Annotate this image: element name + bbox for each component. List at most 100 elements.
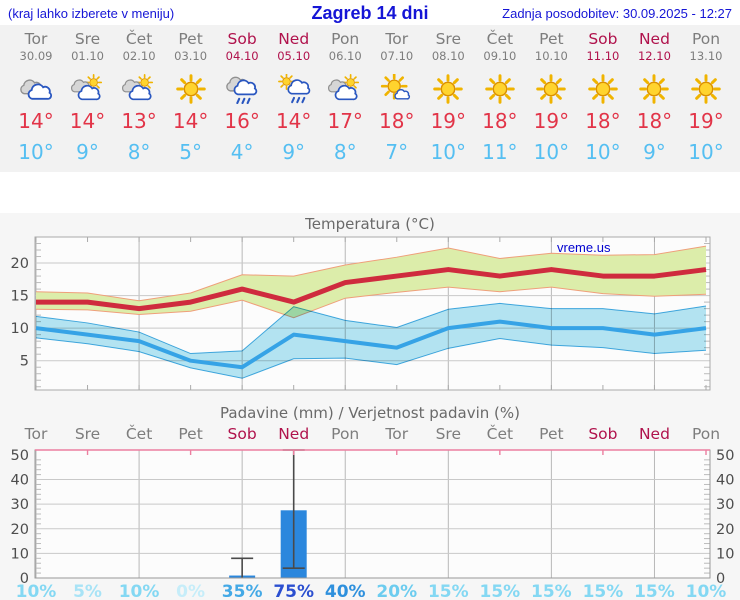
temp-chart-title: Temperatura (°C) <box>305 215 435 233</box>
precip-day-label: Tor <box>24 425 48 443</box>
min-temperature: 10° <box>533 140 570 164</box>
day-date: 04.10 <box>225 49 259 63</box>
max-temperature: 14° <box>69 109 106 133</box>
precip-day-label: Pon <box>691 425 721 443</box>
cloudy-icon <box>19 74 53 104</box>
precip-chart-title: Padavine (mm) / Verjetnost padavin (%) <box>220 404 520 422</box>
precip-day-label: Tor <box>385 425 409 443</box>
forecast-strip: Tor 30.09 14° 10° Sre 01.10 14° 9° Čet 02.10 13° 8°… <box>0 25 740 172</box>
max-temperature: 19° <box>430 109 467 133</box>
day-name: Pet <box>539 30 564 48</box>
sun-cloud-icon <box>122 74 156 104</box>
sun-cloud-rain-icon <box>277 74 311 104</box>
max-temperature: 18° <box>482 109 518 133</box>
min-temperature: 8° <box>333 140 357 164</box>
day-date: 10.10 <box>534 49 568 63</box>
max-temperature: 14° <box>172 109 209 133</box>
min-temperature: 8° <box>127 140 151 164</box>
day-date: 07.10 <box>380 49 414 63</box>
day-column: Sob 04.10 16° 4° <box>214 25 270 172</box>
min-temperature: 4° <box>230 140 254 164</box>
day-name: Sob <box>588 30 618 48</box>
sun-cloud-icon <box>71 74 105 104</box>
day-date: 05.10 <box>277 49 311 63</box>
sun-icon <box>534 74 568 104</box>
precip-probability: 40% <box>324 582 366 600</box>
min-temperature: 10° <box>688 140 724 164</box>
min-temperature: 7° <box>385 140 409 164</box>
sun-icon <box>586 74 620 104</box>
day-column: Ned 05.10 14° 9° <box>266 25 322 172</box>
max-temperature: 18° <box>379 109 415 133</box>
day-name: Čet <box>125 30 153 48</box>
page-title: Zagreb 14 dni <box>311 3 429 23</box>
day-column: Sob 11.10 18° 10° <box>575 25 631 172</box>
day-name: Sre <box>435 30 461 48</box>
precip-day-label: Ned <box>638 425 670 443</box>
min-temperature: 10° <box>430 140 467 164</box>
precip-probability: 0% <box>176 582 206 600</box>
precip-probability: 75% <box>273 582 315 600</box>
day-date: 02.10 <box>122 49 156 63</box>
precip-day-label: Ned <box>278 425 310 443</box>
precip-probability: 20% <box>376 582 418 600</box>
sun-cloud-icon <box>328 74 362 104</box>
precip-probability: 10% <box>118 582 160 600</box>
day-date: 12.10 <box>637 49 671 63</box>
day-name: Tor <box>24 30 48 48</box>
precip-day-label: Sre <box>435 425 461 443</box>
day-date: 11.10 <box>586 49 620 63</box>
day-date: 13.10 <box>689 49 723 63</box>
day-column: Pon 13.10 19° 10° <box>678 25 734 172</box>
day-column: Čet 09.10 18° 11° <box>472 25 528 172</box>
precip-probability: 10% <box>15 582 57 600</box>
day-name: Ned <box>278 30 310 48</box>
max-temperature: 13° <box>121 109 157 133</box>
day-column: Pon 06.10 17° 8° <box>317 25 373 172</box>
min-temperature: 10° <box>585 140 621 164</box>
precip-day-label: Pet <box>539 425 564 443</box>
min-temperature: 9° <box>643 140 666 164</box>
precip-day-label: Sob <box>588 425 618 443</box>
precip-day-label: Sob <box>227 425 257 443</box>
precip-probability: 15% <box>582 582 624 600</box>
max-temperature: 18° <box>636 109 673 133</box>
max-temperature: 18° <box>585 109 621 133</box>
day-date: 09.10 <box>483 49 517 63</box>
precip-probability: 15% <box>479 582 521 600</box>
day-date: 08.10 <box>431 49 465 63</box>
max-temperature: 14° <box>18 109 54 133</box>
sun-icon <box>174 74 208 104</box>
precip-probability: 35% <box>221 582 263 600</box>
sun-icon <box>483 74 517 104</box>
watermark-link[interactable]: vreme.us <box>557 240 611 255</box>
sun-small-cloud-icon <box>380 74 414 104</box>
day-date: 03.10 <box>174 49 208 63</box>
day-date: 30.09 <box>19 49 53 63</box>
precip-probability: 5% <box>73 582 102 600</box>
last-updated: Zadnja posodobitev: 30.09.2025 - 12:27 <box>502 6 732 21</box>
sun-icon <box>637 74 671 104</box>
menu-hint: (kraj lahko izberete v meniju) <box>8 6 175 21</box>
precip-probability: 15% <box>531 582 572 600</box>
day-date: 06.10 <box>328 49 362 63</box>
precip-probability: 15% <box>634 582 675 600</box>
day-column: Tor 30.09 14° 10° <box>8 25 64 172</box>
day-name: Sre <box>74 30 101 48</box>
day-name: Čet <box>486 30 514 48</box>
day-name: Ned <box>638 30 670 48</box>
max-temperature: 14° <box>275 109 312 133</box>
day-name: Sob <box>227 30 257 48</box>
min-temperature: 9° <box>76 140 99 164</box>
max-temperature: 16° <box>224 109 260 133</box>
sun-icon <box>431 74 465 104</box>
min-temperature: 10° <box>18 140 54 164</box>
precip-probability: 10% <box>685 582 727 600</box>
max-temperature: 17° <box>327 109 363 133</box>
cloud-rain-icon <box>225 74 259 104</box>
min-temperature: 5° <box>179 140 202 164</box>
max-temperature: 19° <box>688 109 724 133</box>
day-column: Tor 07.10 18° 7° <box>369 25 425 172</box>
precip-probability: 15% <box>427 582 469 600</box>
